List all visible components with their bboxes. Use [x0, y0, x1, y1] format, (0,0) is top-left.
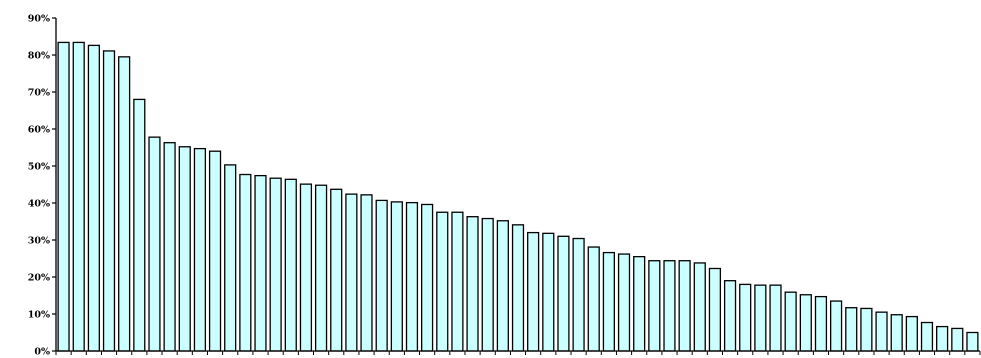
bar: [269, 177, 282, 352]
bar: [330, 188, 343, 352]
bar: [784, 291, 797, 352]
bar: [118, 56, 131, 352]
bar: [814, 295, 828, 352]
bar: [284, 178, 297, 352]
y-tick-label: 60%: [28, 125, 50, 136]
bar: [72, 41, 85, 352]
bar: [830, 300, 843, 352]
bar: [224, 164, 237, 352]
bar: [102, 50, 116, 352]
y-tick-label: 80%: [28, 51, 50, 62]
y-tick-label: 90%: [28, 14, 50, 25]
bar: [557, 235, 570, 352]
bar: [148, 136, 161, 352]
bar: [421, 203, 434, 352]
bar: [723, 280, 737, 352]
bar: [511, 224, 525, 352]
bar: [693, 262, 706, 352]
bar: [193, 147, 207, 352]
y-tick-label: 20%: [28, 273, 50, 284]
bar: [648, 260, 661, 352]
bar: [769, 284, 782, 352]
bar: [375, 199, 388, 352]
y-tick-label: 0%: [34, 347, 50, 358]
bar: [133, 98, 146, 352]
bar: [178, 146, 191, 352]
bar: [845, 307, 858, 352]
bar: [617, 253, 631, 352]
y-tick-label: 70%: [28, 88, 50, 99]
bar: [860, 307, 873, 352]
bar: [527, 231, 540, 352]
bar: [345, 193, 358, 352]
bar: [360, 194, 373, 352]
bar: [299, 183, 313, 352]
bar: [405, 201, 419, 352]
bar: [633, 255, 646, 352]
bar: [572, 237, 585, 352]
y-tick-label: 10%: [28, 310, 50, 321]
y-tick-label: 30%: [28, 236, 50, 247]
bar: [905, 315, 918, 352]
bar: [602, 251, 615, 352]
bar: [314, 184, 328, 352]
bar: [951, 327, 964, 352]
bar: [87, 44, 100, 352]
bar: [481, 217, 494, 352]
bar: [254, 174, 267, 352]
bar: [663, 260, 676, 352]
bar: [936, 325, 949, 352]
bar: [875, 311, 888, 352]
x-axis: [55, 350, 981, 355]
y-tick-label: 40%: [28, 199, 50, 210]
bar: [57, 41, 70, 352]
bars-group: [57, 41, 979, 352]
bar: [542, 232, 555, 352]
bar: [966, 331, 979, 352]
bar: [678, 260, 691, 352]
bar: [754, 284, 767, 352]
bar: [436, 211, 449, 352]
bar: [799, 294, 812, 352]
bar: [496, 220, 509, 352]
bar: [390, 201, 403, 352]
bar: [920, 321, 934, 352]
y-tick-label: 50%: [28, 162, 50, 173]
bar: [239, 173, 252, 352]
bar: [587, 246, 600, 352]
bar: [208, 150, 222, 352]
bar: [466, 216, 479, 352]
bar: [890, 314, 903, 352]
bar: [739, 283, 752, 352]
bar: [163, 142, 176, 352]
bar: [451, 211, 464, 352]
bar: [708, 267, 722, 352]
y-axis: 0% 10% 20% 30% 40% 50% 60% 70% 80% 90%: [28, 14, 57, 358]
